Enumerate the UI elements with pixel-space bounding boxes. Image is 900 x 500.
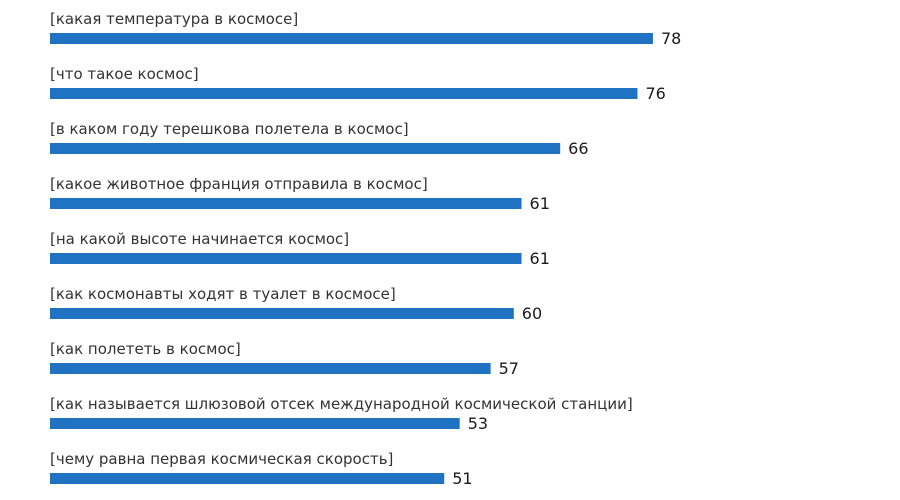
value-label: 66 [568, 139, 588, 158]
value-label: 51 [452, 469, 472, 488]
category-label: [какая температура в космосе] [50, 10, 298, 28]
value-label: 61 [530, 249, 550, 268]
bar [50, 88, 638, 99]
bar [50, 473, 445, 484]
category-label: [какое животное франция отправила в косм… [50, 175, 428, 193]
value-label: 61 [530, 194, 550, 213]
bar [50, 33, 653, 44]
category-label: [как космонавты ходят в туалет в космосе… [50, 285, 396, 303]
bar [50, 418, 460, 429]
bar [50, 143, 561, 154]
bar [50, 363, 491, 374]
category-label: [чему равна первая космическая скорость] [50, 450, 393, 468]
category-label: [на какой высоте начинается космос] [50, 230, 349, 248]
value-label: 76 [645, 84, 665, 103]
value-label: 57 [499, 359, 519, 378]
category-label: [в каком году терешкова полетела в космо… [50, 120, 409, 138]
category-label: [как полететь в космос] [50, 340, 241, 358]
value-label: 78 [661, 29, 681, 48]
value-label: 60 [522, 304, 542, 323]
bar [50, 198, 522, 209]
bar [50, 308, 514, 319]
category-label: [что такое космос] [50, 65, 199, 83]
category-label: [как называется шлюзовой отсек междунаро… [50, 395, 633, 413]
value-label: 53 [468, 414, 488, 433]
bar [50, 253, 522, 264]
